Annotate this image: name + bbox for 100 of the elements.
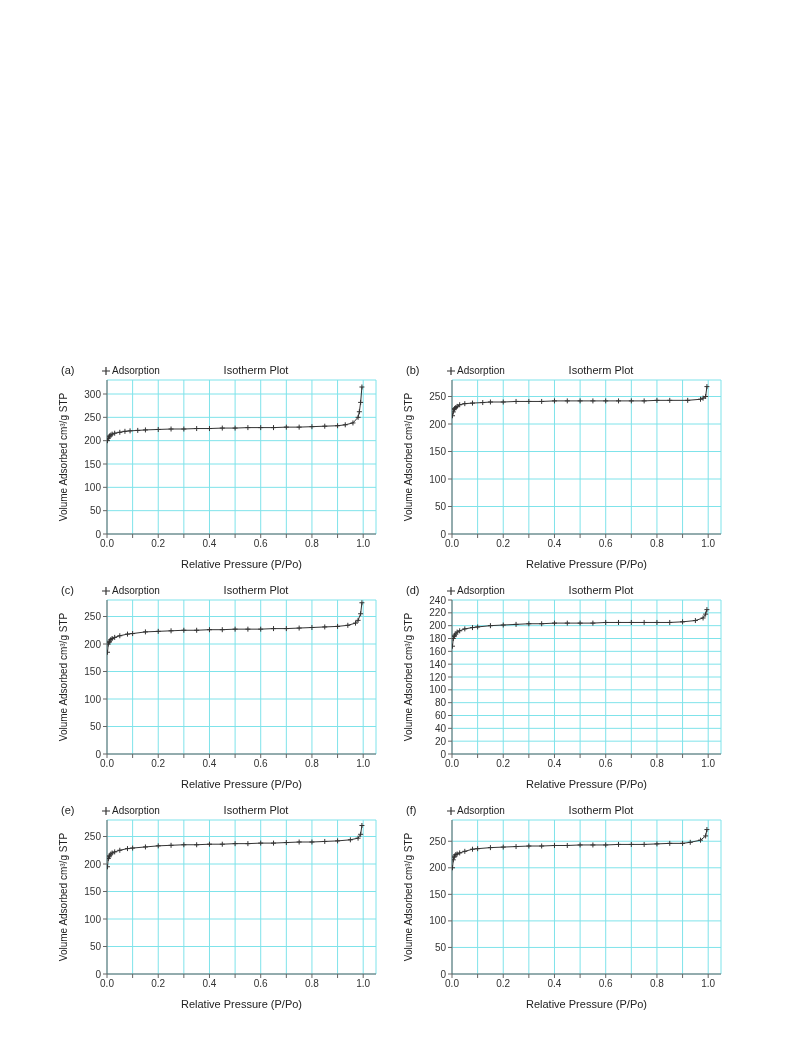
x-tick-label: 0.8 (650, 978, 665, 990)
point (219, 626, 226, 633)
point (308, 624, 315, 631)
y-tick-label: 240 (429, 594, 447, 606)
point (666, 840, 673, 847)
point (500, 844, 507, 851)
y-tick-label: 40 (434, 722, 447, 734)
x-tick-label: 0.0 (445, 538, 460, 550)
point (283, 839, 290, 846)
point (180, 426, 187, 432)
point (270, 424, 277, 431)
point (129, 630, 136, 637)
y-tick-label: 200 (84, 435, 102, 447)
y-tick-label: 120 (429, 671, 447, 683)
text: (c) (61, 584, 74, 596)
point (168, 842, 175, 849)
point (321, 623, 328, 630)
text: (d) (406, 584, 420, 596)
y-tick-label: 250 (84, 611, 102, 623)
y-tick-label: 140 (429, 658, 447, 670)
point (344, 622, 351, 629)
point (697, 837, 704, 844)
point (257, 626, 264, 633)
point (551, 620, 558, 627)
point (461, 625, 468, 632)
x-tick-label: 1.0 (356, 538, 371, 550)
point (487, 844, 494, 851)
y-tick-label: 250 (84, 411, 102, 423)
point (349, 419, 356, 426)
point (500, 399, 507, 405)
point (513, 843, 520, 850)
chart-title: Isotherm Plot (222, 804, 290, 816)
text: (b) (406, 364, 420, 376)
legend-label: Adsorption (457, 585, 505, 596)
x-tick-label: 1.0 (701, 978, 716, 990)
point (206, 626, 213, 633)
point (193, 841, 200, 848)
point (487, 399, 494, 405)
point (296, 424, 303, 431)
point (355, 414, 362, 421)
point (679, 618, 686, 625)
x-tick-label: 0.0 (100, 538, 115, 550)
chart-title: Isotherm Plot (222, 364, 290, 376)
x-tick-label: 0.0 (445, 758, 460, 770)
point (308, 839, 315, 845)
y-tick-label: 20 (434, 735, 447, 747)
point (615, 841, 622, 848)
y-tick-label: 150 (429, 888, 447, 900)
y-tick-label: 0 (95, 748, 102, 760)
y-tick-label: 200 (429, 418, 447, 430)
point (296, 839, 303, 845)
point (564, 397, 571, 404)
x-tick-label: 0.2 (496, 758, 511, 770)
point (357, 399, 364, 406)
point (219, 841, 226, 848)
point (666, 619, 673, 626)
text: (a) (61, 364, 75, 376)
x-tick-label: 0.2 (151, 758, 166, 770)
point (666, 397, 673, 404)
point (116, 429, 123, 436)
point (283, 424, 290, 431)
point (296, 625, 303, 632)
point (347, 836, 354, 843)
point (129, 845, 136, 852)
point (525, 398, 532, 405)
y-tick-label: 250 (84, 831, 102, 843)
point (525, 620, 532, 627)
point (525, 843, 532, 850)
point (168, 627, 175, 634)
point (577, 397, 584, 404)
x-tick-label: 0.0 (445, 978, 460, 990)
point (232, 626, 239, 633)
y-tick-label: 200 (429, 620, 447, 632)
y-tick-label: 50 (434, 501, 447, 513)
point (180, 627, 187, 634)
y-tick-label: 200 (84, 858, 102, 870)
x-tick-label: 1.0 (356, 758, 371, 770)
point (357, 831, 364, 838)
point (257, 424, 264, 431)
legend-label: Adsorption (457, 365, 505, 376)
y-tick-label: 50 (89, 505, 102, 517)
x-axis-title: Relative Pressure (P/Po) (180, 558, 303, 570)
point (321, 838, 328, 845)
point (168, 426, 175, 432)
x-tick-label: 0.2 (151, 978, 166, 990)
point (127, 427, 134, 434)
x-axis-title: Relative Pressure (P/Po) (180, 778, 303, 790)
y-tick-label: 250 (429, 391, 447, 403)
point (513, 398, 520, 405)
point (357, 610, 364, 617)
x-tick-label: 1.0 (701, 758, 716, 770)
y-tick-label: 100 (84, 481, 102, 493)
x-tick-label: 0.4 (547, 978, 562, 990)
point (487, 622, 494, 629)
point (615, 397, 622, 404)
x-tick-label: 0.6 (253, 538, 269, 550)
point (193, 425, 200, 432)
point (142, 843, 149, 850)
point (142, 628, 149, 635)
point (206, 425, 213, 432)
